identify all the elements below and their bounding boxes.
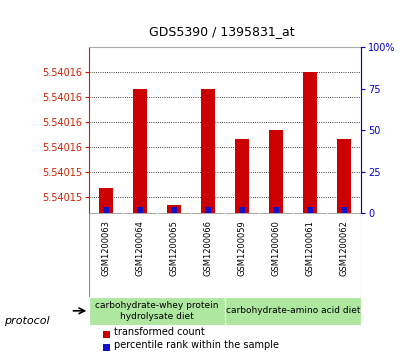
Bar xyxy=(133,89,147,213)
Bar xyxy=(201,89,215,213)
Bar xyxy=(235,139,249,213)
Bar xyxy=(137,207,143,213)
Bar xyxy=(273,207,279,213)
Text: carbohydrate-whey protein
hydrolysate diet: carbohydrate-whey protein hydrolysate di… xyxy=(95,301,219,321)
Text: GDS5390 / 1395831_at: GDS5390 / 1395831_at xyxy=(149,25,295,38)
Bar xyxy=(171,207,177,213)
Text: transformed count: transformed count xyxy=(114,327,205,337)
Bar xyxy=(341,207,347,213)
Bar xyxy=(337,139,351,213)
Text: GSM1200062: GSM1200062 xyxy=(339,220,349,276)
Text: GSM1200066: GSM1200066 xyxy=(204,220,212,276)
Text: GSM1200064: GSM1200064 xyxy=(136,220,145,276)
Bar xyxy=(239,207,245,213)
Text: GSM1200065: GSM1200065 xyxy=(170,220,179,276)
Text: GSM1200063: GSM1200063 xyxy=(102,220,111,276)
Bar xyxy=(205,207,211,213)
Bar xyxy=(307,207,313,213)
Text: GSM1200061: GSM1200061 xyxy=(305,220,315,276)
Text: GSM1200060: GSM1200060 xyxy=(271,220,281,276)
Text: GSM1200059: GSM1200059 xyxy=(238,220,247,276)
Bar xyxy=(167,205,181,213)
Text: protocol: protocol xyxy=(4,316,50,326)
Bar xyxy=(103,344,110,351)
Bar xyxy=(103,331,110,338)
Text: percentile rank within the sample: percentile rank within the sample xyxy=(114,339,279,350)
Bar xyxy=(89,297,225,325)
Bar xyxy=(225,297,361,325)
Bar xyxy=(100,188,113,213)
Bar xyxy=(103,207,109,213)
Bar xyxy=(269,130,283,213)
Bar xyxy=(303,72,317,213)
Text: carbohydrate-amino acid diet: carbohydrate-amino acid diet xyxy=(226,306,360,315)
